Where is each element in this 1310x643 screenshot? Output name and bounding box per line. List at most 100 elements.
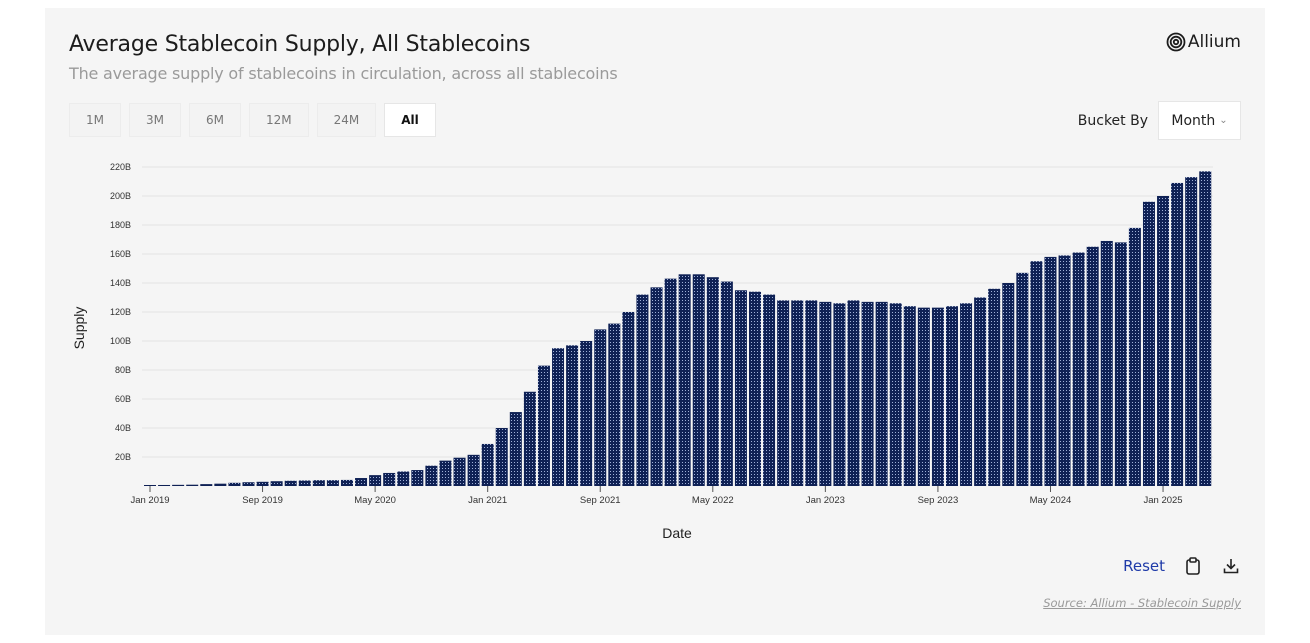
bar[interactable]: Dec 2024: 196B — [1142, 201, 1155, 487]
bar[interactable]: Nov 2022: 128B — [791, 300, 804, 486]
brand-name: Allium — [1187, 32, 1241, 52]
bar[interactable]: Jun 2019: 1.6B — [214, 483, 227, 486]
y-axis-ticks: 20B 40B 60B 80B 100B 120B 140B 160B 180B 200B 220B — [110, 162, 131, 462]
range-tab-all[interactable]: All — [384, 103, 436, 137]
bar[interactable]: Jun 2024: 159B — [1058, 255, 1071, 486]
bar[interactable]: Oct 2024: 168B — [1114, 242, 1127, 486]
bar[interactable]: May 2020: 7.5B — [369, 475, 382, 486]
bar[interactable]: Jan 2019: 0.6B — [144, 485, 156, 486]
bar[interactable]: Feb 2021: 40B — [495, 428, 508, 486]
range-tab-24m[interactable]: 24M — [316, 103, 377, 137]
reset-button[interactable]: Reset — [1123, 557, 1165, 575]
bar[interactable]: Apr 2021: 65B — [523, 391, 536, 486]
download-button[interactable] — [1221, 556, 1241, 576]
bar[interactable]: Jul 2024: 161B — [1072, 252, 1085, 486]
bar[interactable]: Aug 2020: 11B — [411, 470, 424, 486]
bar[interactable]: Jul 2023: 124B — [903, 306, 916, 486]
bar[interactable]: Jan 2024: 136B — [988, 288, 1001, 486]
bar[interactable]: Jul 2021: 97B — [566, 345, 579, 486]
bar[interactable]: Oct 2022: 128B — [777, 300, 790, 486]
bar[interactable]: Nov 2023: 126B — [960, 303, 973, 486]
bar[interactable]: Aug 2022: 134B — [749, 291, 762, 486]
bar[interactable]: Mar 2021: 51B — [509, 412, 522, 486]
bar[interactable]: Jan 2023: 127B — [819, 301, 832, 486]
bar[interactable]: Mar 2023: 128B — [847, 300, 860, 486]
bar[interactable]: Jan 2022: 137B — [650, 287, 663, 486]
bar[interactable]: Nov 2020: 19.5B — [453, 457, 466, 486]
bar[interactable]: Nov 2021: 120B — [622, 312, 635, 486]
bar[interactable]: Mar 2025: 213B — [1185, 177, 1198, 486]
bar[interactable]: Aug 2021: 100B — [580, 341, 593, 486]
bar[interactable]: Jan 2025: 200B — [1157, 196, 1170, 486]
bar[interactable]: Sep 2019: 2.9B — [256, 481, 269, 486]
bar[interactable]: Oct 2019: 3.3B — [270, 481, 283, 486]
bar[interactable]: Dec 2022: 128B — [805, 300, 818, 486]
bar[interactable]: Aug 2023: 123B — [917, 307, 930, 486]
bar[interactable]: Feb 2019: 0.7B — [158, 484, 171, 486]
bar[interactable]: May 2022: 144B — [706, 277, 719, 486]
bar[interactable]: Sep 2022: 132B — [763, 294, 776, 486]
bar[interactable]: Sep 2020: 14B — [425, 465, 438, 486]
bar[interactable]: Dec 2019: 3.8B — [298, 480, 311, 486]
bar[interactable]: Jun 2020: 9B — [383, 472, 396, 486]
bar[interactable]: Oct 2021: 112B — [608, 323, 621, 486]
range-tabs: 1M 3M 6M 12M 24M All — [69, 103, 436, 137]
copy-button[interactable] — [1183, 556, 1203, 576]
bar[interactable]: Jun 2023: 126B — [889, 303, 902, 486]
range-tab-6m[interactable]: 6M — [189, 103, 241, 137]
bar[interactable]: Nov 2019: 3.6B — [284, 480, 297, 486]
bar[interactable]: Mar 2024: 147B — [1016, 272, 1029, 486]
bar[interactable]: Sep 2024: 169B — [1100, 240, 1113, 486]
bar[interactable]: Feb 2023: 126B — [833, 303, 846, 486]
bar[interactable]: Mar 2019: 0.8B — [172, 484, 185, 486]
bar[interactable]: Apr 2023: 127B — [861, 301, 874, 486]
bar[interactable]: Dec 2021: 132B — [636, 294, 649, 486]
bar[interactable]: Jun 2021: 95B — [552, 348, 565, 486]
bar[interactable]: Oct 2020: 17.5B — [439, 460, 452, 486]
source-link[interactable]: Source: Allium - Stablecoin Supply — [1043, 596, 1241, 610]
bar[interactable]: Feb 2024: 140B — [1002, 283, 1015, 486]
bar[interactable]: Dec 2020: 21.5B — [467, 454, 480, 486]
bar[interactable]: Jan 2020: 4B — [312, 480, 325, 486]
y-tick-label: 20B — [115, 452, 131, 462]
bucket-by-select[interactable]: Month ⌄ — [1158, 101, 1241, 140]
bar[interactable]: May 2019: 1.3B — [200, 484, 213, 486]
bar[interactable]: Mar 2022: 146B — [678, 274, 691, 486]
y-axis-label: Supply — [71, 307, 87, 350]
y-tick-label: 140B — [110, 278, 131, 288]
range-tab-12m[interactable]: 12M — [249, 103, 309, 137]
bar[interactable]: May 2021: 83B — [537, 365, 550, 486]
bar[interactable]: Feb 2025: 209B — [1171, 182, 1184, 486]
bar[interactable]: Jan 2021: 29B — [481, 443, 494, 486]
x-tick-label: Jan 2023 — [806, 495, 845, 506]
bar[interactable]: Jul 2022: 135B — [734, 290, 747, 486]
range-tab-3m[interactable]: 3M — [129, 103, 181, 137]
bar[interactable]: Feb 2022: 143B — [664, 278, 677, 486]
bar[interactable]: Aug 2019: 2.6B — [242, 482, 255, 486]
bar[interactable]: Feb 2020: 4B — [326, 480, 339, 486]
range-tab-1m[interactable]: 1M — [69, 103, 121, 137]
bar[interactable]: Sep 2023: 123B — [931, 307, 944, 486]
bar[interactable]: May 2023: 127B — [875, 301, 888, 486]
bar[interactable]: Dec 2023: 130B — [974, 297, 987, 487]
y-tick-label: 180B — [110, 220, 131, 230]
bar[interactable]: Nov 2024: 178B — [1128, 227, 1141, 486]
bar[interactable]: Mar 2020: 4.2B — [340, 479, 353, 486]
bar[interactable]: Oct 2023: 124B — [945, 306, 958, 486]
bar[interactable]: Jul 2019: 2.2B — [228, 482, 241, 486]
bar[interactable]: Apr 2025: 217B — [1199, 171, 1212, 486]
bar[interactable]: Apr 2022: 146B — [692, 274, 705, 486]
bar[interactable]: Apr 2024: 155B — [1030, 261, 1043, 486]
bar[interactable]: Sep 2021: 108B — [594, 329, 607, 486]
x-tick-label: Jan 2021 — [468, 495, 507, 506]
bar[interactable]: Jul 2020: 10B — [397, 471, 410, 487]
bar[interactable]: Apr 2020: 5.5B — [355, 478, 368, 486]
bar[interactable]: Apr 2019: 0.9B — [186, 484, 199, 486]
bar[interactable]: May 2024: 158B — [1044, 256, 1057, 486]
bar-chart: 20B 40B 60B 80B 100B 120B 140B 160B 180B 200B 220B… — [71, 162, 1213, 541]
clipboard-icon — [1186, 557, 1200, 575]
bar[interactable]: Aug 2024: 165B — [1086, 246, 1099, 486]
bar[interactable]: Jun 2022: 141B — [720, 281, 733, 486]
y-tick-label: 80B — [115, 365, 131, 375]
x-tick-label: May 2020 — [354, 495, 396, 506]
